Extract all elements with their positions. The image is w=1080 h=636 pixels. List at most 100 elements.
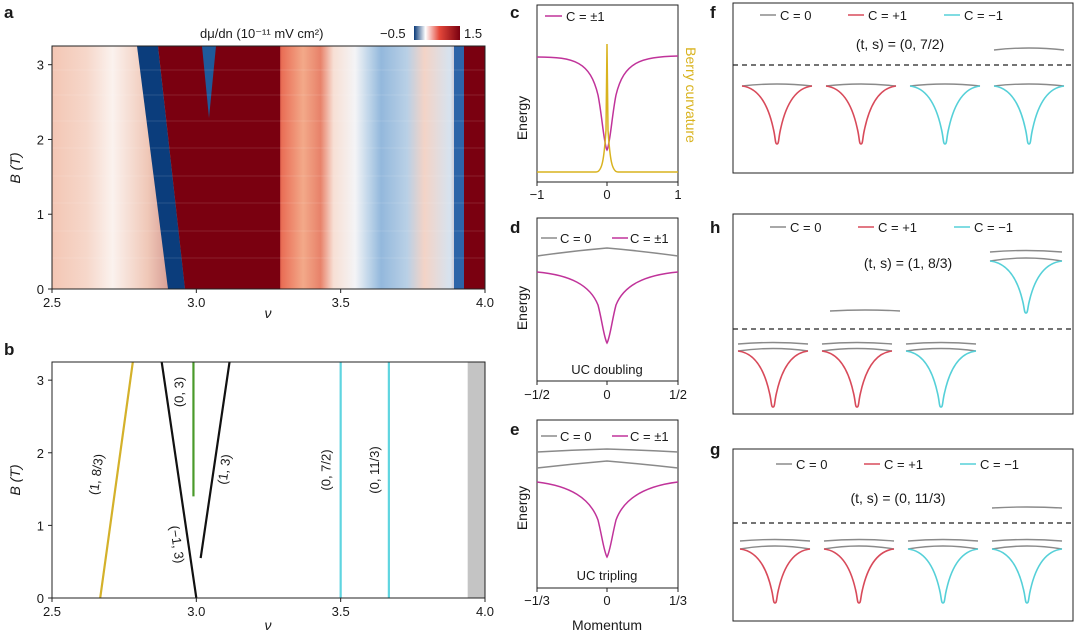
legend-cminus: C = −1 — [974, 220, 1013, 235]
colorbar — [414, 26, 460, 40]
flat-band — [821, 347, 893, 352]
ytick-label: 0 — [37, 282, 44, 297]
panel-label-g: g — [710, 440, 720, 459]
series-label: (1, 3) — [214, 453, 233, 485]
band-curve — [993, 85, 1065, 145]
flat-band — [989, 257, 1063, 262]
series-line — [199, 361, 231, 559]
legend-c0: C = 0 — [796, 457, 827, 472]
panel-label-h: h — [710, 218, 720, 237]
panel-d-xtick: −1/2 — [524, 387, 550, 402]
ytick-label: 2 — [37, 132, 44, 147]
panel-c-xtick: 0 — [603, 187, 610, 202]
legend-cminus: C = −1 — [964, 8, 1003, 23]
panel-d-flat-band — [536, 247, 679, 257]
ytick-label: 3 — [37, 58, 44, 73]
panel-e-band — [536, 481, 679, 559]
xtick-label: 2.5 — [43, 604, 61, 619]
flat-band — [821, 341, 893, 345]
panel-d-ylabel: Energy — [514, 286, 530, 330]
xtick-label: 3.5 — [332, 295, 350, 310]
flat-band — [989, 249, 1063, 253]
panel-e-xtick: −1/3 — [524, 593, 550, 608]
panel-f-state: (t, s) = (0, 7/2) — [856, 36, 944, 52]
series-line — [99, 361, 134, 599]
ytick-label: 1 — [37, 518, 44, 533]
panel-label-c: c — [510, 3, 519, 22]
series-label: (−1, 3) — [167, 524, 187, 564]
panel-d-xtick: 0 — [603, 387, 610, 402]
flat-band — [739, 545, 811, 550]
heatmap-a — [52, 46, 485, 289]
panel-g-legend: C = 0 C = +1 C = −1 — [776, 457, 1019, 472]
panel-a-ylabel: B (T) — [7, 152, 23, 183]
panel-f-bands — [741, 47, 1065, 145]
panel-g-bands — [739, 506, 1063, 604]
flat-band — [907, 545, 979, 550]
panel-h-legend: C = 0 C = +1 C = −1 — [770, 220, 1013, 235]
panel-d-band — [536, 271, 679, 345]
flat-band — [829, 309, 901, 312]
heatmap-notch — [202, 46, 216, 118]
panel-c-ylabel: Energy — [514, 96, 530, 140]
flat-band — [737, 341, 809, 345]
panel-e-legend-c0: C = 0 — [560, 429, 591, 444]
band-curve — [739, 548, 811, 604]
flat-band — [991, 506, 1063, 509]
panel-c-legend: C = ±1 — [566, 9, 605, 24]
ytick-label: 0 — [37, 591, 44, 606]
panel-d-legend-c0: C = 0 — [560, 231, 591, 246]
band-curve — [905, 350, 977, 408]
panel-d-legend-c1: C = ±1 — [630, 231, 669, 246]
band-curve — [741, 85, 813, 145]
xtick-label: 4.0 — [476, 295, 494, 310]
panel-label-e: e — [510, 420, 519, 439]
series-label: (0, 3) — [171, 377, 186, 407]
panel-e-flat-band-1 — [536, 448, 679, 453]
colorbar-label: dμ/dn (10⁻¹¹ mV cm²) — [200, 26, 323, 41]
flat-band — [739, 538, 811, 542]
flat-band — [907, 538, 979, 542]
band-curve — [989, 260, 1063, 314]
flat-band — [741, 83, 813, 87]
colorbar-min-label: −0.5 — [380, 26, 406, 41]
panel-e-ylabel: Energy — [514, 486, 530, 530]
axes-a: 2.5 3.0 3.5 4.0 0 1 2 3 — [37, 58, 494, 310]
panel-c-xtick: 1 — [674, 187, 681, 202]
band-curve — [991, 548, 1063, 604]
panel-label-d: d — [510, 218, 520, 237]
flat-band — [993, 47, 1065, 51]
axes-b: 2.5 3.0 3.5 4.0 0 1 2 3 — [37, 373, 494, 619]
panel-b-shaded-region — [467, 362, 485, 598]
legend-cplus: C = +1 — [884, 457, 923, 472]
panel-h-bands — [737, 249, 1063, 408]
panel-label-f: f — [710, 3, 716, 22]
flat-band — [993, 83, 1065, 87]
xtick-label: 2.5 — [43, 295, 61, 310]
panel-label-b: b — [4, 340, 14, 359]
xtick-label: 3.5 — [332, 604, 350, 619]
flat-band — [991, 545, 1063, 550]
flat-band — [991, 538, 1063, 542]
band-curve — [907, 548, 979, 604]
series-label: (0, 7/2) — [319, 449, 334, 490]
panel-h-state: (t, s) = (1, 8/3) — [864, 255, 952, 271]
heatmap-right-blue — [454, 46, 464, 289]
legend-cplus: C = +1 — [878, 220, 917, 235]
ytick-label: 2 — [37, 446, 44, 461]
flat-band — [825, 83, 897, 87]
legend-c0: C = 0 — [780, 8, 811, 23]
flat-band — [909, 83, 981, 87]
panel-b-ylabel: B (T) — [7, 464, 23, 495]
panel-b-lines: (1, 8/3) (−1, 3) (1, 3) (0, 3) (0, 7/2) (0, 1… — [86, 361, 390, 599]
legend-cminus: C = −1 — [980, 457, 1019, 472]
series-label: (0, 11/3) — [367, 446, 382, 493]
series-line — [160, 361, 198, 599]
panel-b-xlabel: ν — [265, 617, 272, 633]
panel-c-band — [536, 55, 679, 152]
band-curve — [737, 350, 809, 408]
panel-e-xtick: 1/3 — [669, 593, 687, 608]
series-label: (1, 8/3) — [86, 453, 106, 496]
heatmap-red-region — [158, 46, 280, 289]
